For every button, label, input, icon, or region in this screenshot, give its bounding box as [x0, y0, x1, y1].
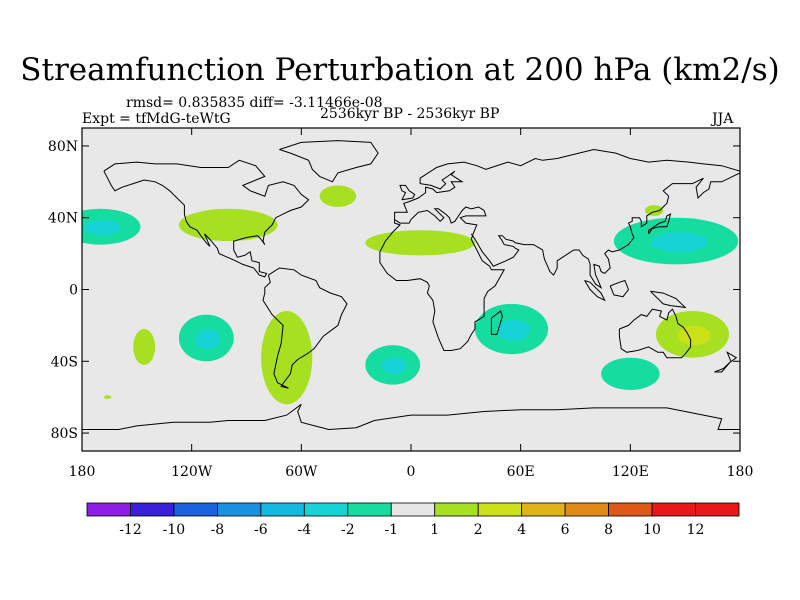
field-core-australia-east	[677, 325, 711, 346]
lon-tick-label: 0	[407, 464, 416, 480]
field-region-east-pacific-south	[133, 328, 156, 365]
field-core-west-pacific-north	[651, 232, 708, 253]
coastline-layer	[82, 140, 740, 431]
coastline-britain	[399, 184, 416, 201]
map-background	[82, 128, 740, 451]
coastline-new-zealand	[714, 351, 738, 373]
colorbar-label: -8	[211, 522, 225, 538]
coastline-antarctica	[82, 403, 740, 431]
colorbar-box	[608, 502, 653, 517]
lon-tick-label: 120W	[171, 464, 213, 480]
colorbar-box	[651, 502, 696, 517]
coastline-eurasia-africa	[379, 148, 740, 351]
colorbar-label: 4	[517, 522, 526, 538]
field-layer	[82, 185, 739, 405]
lon-tick-label: 180	[727, 464, 754, 480]
colorbar-box	[130, 502, 175, 517]
longitude-axis: 180 120W 60W 0 60E 120E 180	[69, 128, 754, 480]
coastline-japan	[648, 213, 672, 235]
colorbar-label: 10	[643, 522, 661, 538]
lon-tick-label: 60W	[285, 464, 318, 480]
colorbar-box	[347, 502, 392, 517]
coastline-greenland	[279, 140, 379, 183]
colorbar-box	[477, 502, 523, 517]
lat-tick-label: 40N	[48, 211, 78, 227]
coastline-new-guinea	[650, 290, 687, 309]
colorbar-label: -2	[341, 522, 355, 538]
field-core-central-pacific-north	[84, 220, 121, 236]
colorbar-box	[434, 502, 479, 517]
field-region-north-atlantic	[319, 185, 357, 207]
field-region-north-america-west	[178, 208, 278, 242]
field-core-south-atlantic	[381, 357, 407, 375]
colorbar-box	[216, 502, 262, 517]
field-region-north-africa-mideast	[365, 230, 475, 256]
field-core-southeast-pacific	[195, 329, 220, 349]
colorbar-box	[521, 502, 566, 517]
coastline-australia	[618, 308, 692, 359]
colorbar-box	[173, 502, 218, 517]
season-label: JJA	[712, 111, 734, 127]
rmsd-label: rmsd= 0.835835 diff= -3.11466e-08	[126, 95, 383, 111]
colorbar-label: -4	[298, 522, 312, 538]
colorbar-box	[564, 502, 610, 517]
coastline-indonesia-sumatra	[584, 280, 606, 302]
field-region-east-asia-korea	[644, 205, 664, 216]
field-region-south-america	[261, 311, 313, 405]
figure-title: Streamfunction Perturbation at 200 hPa (…	[20, 52, 780, 88]
lat-tick-label: 80N	[48, 139, 78, 155]
colorbar-label: -12	[119, 522, 142, 538]
field-region-southwest-pacific-small	[103, 395, 112, 399]
field-region-southern-ocean-south-of-australia	[601, 357, 660, 390]
lat-tick-label: 0	[69, 283, 78, 299]
coastline-indonesia-borneo	[609, 279, 630, 298]
coastline-south-america	[262, 267, 348, 389]
colorbar-label: 8	[604, 522, 613, 538]
colorbar-label: -10	[163, 522, 186, 538]
colorbar-box	[260, 502, 305, 517]
colorbar-box	[390, 502, 436, 517]
colorbar-box	[303, 502, 349, 517]
colorbar-label: 6	[561, 522, 570, 538]
coastline-madagascar	[490, 310, 503, 335]
latitude-axis: 80N 40N 0 40S 80S	[48, 139, 740, 442]
lon-tick-label: 60E	[507, 464, 535, 480]
period-label: 2536kyr BP - 2536kyr BP	[320, 106, 500, 122]
colorbar-label: 12	[687, 522, 705, 538]
colorbar: -12 -10 -8 -6 -4 -2 -1 1 2 4 6 8 10 12	[86, 502, 740, 538]
experiment-label: Expt = tfMdG-teWtG	[82, 111, 231, 127]
field-core-south-indian	[496, 319, 530, 341]
lon-tick-label: 120E	[612, 464, 649, 480]
coastline-north-america	[103, 159, 310, 278]
lat-tick-label: 80S	[51, 426, 78, 442]
colorbar-box	[86, 502, 131, 517]
colorbar-box	[695, 502, 740, 517]
colorbar-label: -6	[254, 522, 268, 538]
lat-tick-label: 40S	[51, 354, 78, 370]
colorbar-label: -1	[384, 522, 398, 538]
lon-tick-label: 180	[69, 464, 96, 480]
colorbar-label: 1	[430, 522, 439, 538]
colorbar-label: 2	[474, 522, 483, 538]
